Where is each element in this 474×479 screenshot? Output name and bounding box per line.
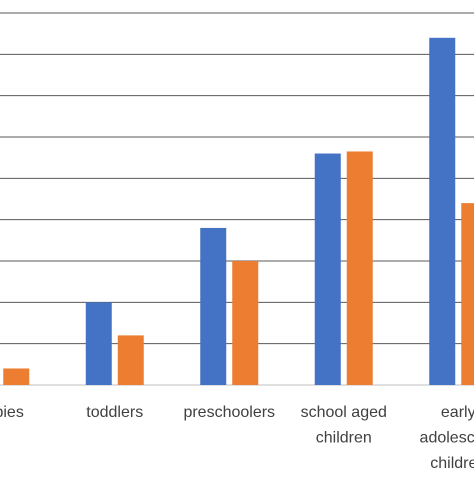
bar-series-1-category-2 bbox=[85, 302, 112, 385]
bar-series-2-category-3 bbox=[232, 261, 259, 385]
bar-series-1-category-5 bbox=[429, 37, 456, 386]
bar-series-2-category-2 bbox=[117, 335, 144, 385]
bar-series-2-category-5 bbox=[461, 203, 474, 385]
bar-series-1-category-4 bbox=[314, 153, 341, 385]
bar-series-2-category-1 bbox=[3, 368, 30, 385]
gridlines bbox=[0, 12, 474, 386]
x-tick-label: school aged children bbox=[301, 404, 387, 447]
bar-series-2-category-4 bbox=[346, 151, 373, 385]
x-tick-label: toddlers bbox=[86, 404, 143, 421]
x-tick-label: preschoolers bbox=[183, 404, 275, 421]
x-tick-label: earlyadolescentchildren bbox=[420, 404, 474, 472]
bar-series-1-category-3 bbox=[200, 227, 227, 385]
bars bbox=[3, 37, 474, 386]
x-tick-label: babies bbox=[0, 404, 24, 421]
x-axis-labels: babies toddlers preschoolers school agedchi… bbox=[0, 404, 474, 472]
